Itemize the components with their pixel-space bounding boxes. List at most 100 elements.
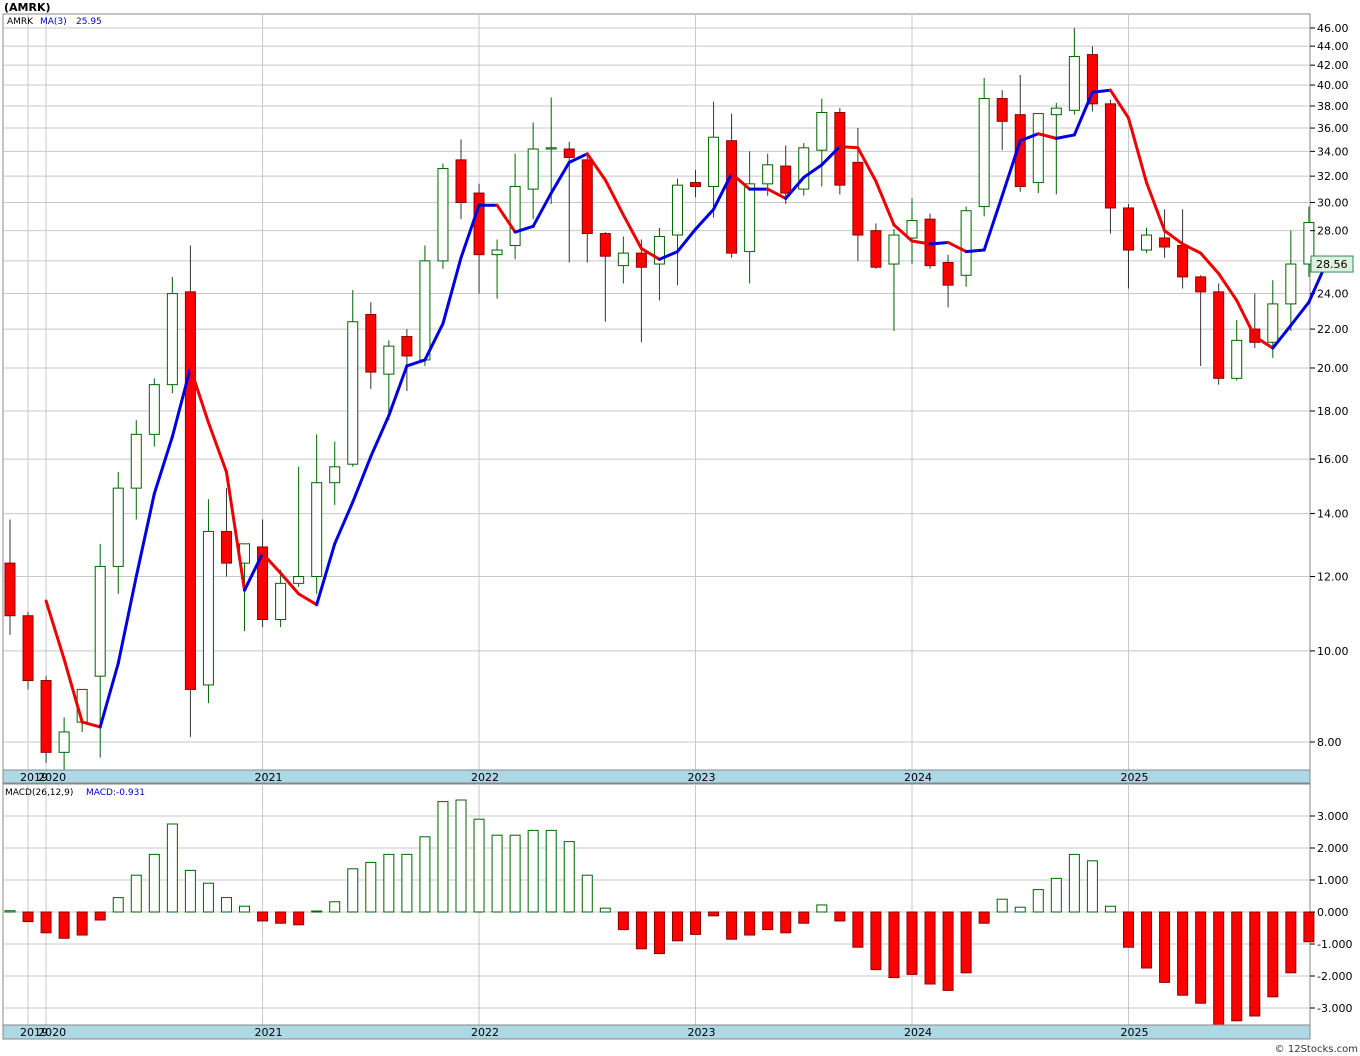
candle-body bbox=[744, 183, 756, 253]
macd-bar bbox=[1086, 860, 1098, 913]
macd-bar bbox=[996, 898, 1008, 913]
ma-segment bbox=[152, 435, 174, 496]
candle-body bbox=[762, 164, 774, 185]
candle-body bbox=[455, 159, 467, 203]
year-label: 2020 bbox=[38, 1026, 66, 1039]
candle-body bbox=[293, 575, 305, 584]
candle-body bbox=[347, 321, 359, 465]
macd-bar bbox=[726, 911, 738, 940]
macd-bar bbox=[437, 801, 449, 913]
macd-bar bbox=[1014, 906, 1026, 913]
macd-bar bbox=[1177, 911, 1189, 996]
candle-body bbox=[202, 530, 214, 686]
ma-segment bbox=[441, 256, 463, 326]
macd-bar bbox=[708, 911, 720, 917]
macd-bar bbox=[491, 834, 503, 913]
year-label: 2021 bbox=[255, 771, 283, 784]
candle-body bbox=[40, 680, 52, 753]
ma-segment bbox=[549, 160, 571, 195]
ma-segment bbox=[170, 366, 192, 439]
macd-bar bbox=[744, 911, 756, 936]
price-tick-label: 18.00 bbox=[1317, 405, 1349, 418]
candle-body bbox=[130, 433, 142, 489]
ma-segment bbox=[964, 248, 986, 254]
macd-bar bbox=[473, 818, 485, 913]
macd-bar bbox=[347, 868, 359, 913]
time-axis-band-top bbox=[2, 769, 1311, 784]
year-label: 2020 bbox=[38, 771, 66, 784]
year-label: 2022 bbox=[471, 1026, 499, 1039]
macd-bar bbox=[365, 861, 377, 913]
macd-bar bbox=[545, 829, 557, 913]
candle-body bbox=[275, 582, 287, 621]
price-tick-label: 32.00 bbox=[1317, 170, 1349, 183]
price-tick-label: 22.00 bbox=[1317, 323, 1349, 336]
candle-body bbox=[473, 192, 485, 256]
price-tick-label: 8.00 bbox=[1317, 736, 1342, 749]
macd-legend-label: MACD(26,12,9) bbox=[5, 788, 73, 798]
macd-bar bbox=[1141, 911, 1153, 969]
price-tick-label: 12.00 bbox=[1317, 570, 1349, 583]
candle-body bbox=[671, 184, 683, 236]
macd-bar bbox=[671, 911, 683, 942]
macd-bar bbox=[419, 836, 431, 913]
candle-body bbox=[184, 291, 196, 690]
macd-bar bbox=[4, 910, 16, 913]
candle-body bbox=[1104, 103, 1116, 209]
price-panel bbox=[2, 13, 1311, 771]
candle-body bbox=[166, 293, 178, 386]
ma-segment bbox=[531, 191, 553, 228]
macd-tick-label: -3.000 bbox=[1317, 1002, 1352, 1015]
ma-segment bbox=[910, 239, 932, 246]
macd-bar bbox=[852, 911, 864, 948]
candle-body bbox=[1014, 114, 1026, 187]
candle-body bbox=[996, 98, 1008, 122]
candle-body bbox=[708, 136, 720, 187]
year-label: 2019 bbox=[20, 771, 48, 784]
macd-bar bbox=[401, 853, 413, 913]
ma-segment bbox=[928, 240, 950, 246]
candle-body bbox=[401, 336, 413, 357]
candle-body bbox=[690, 182, 702, 187]
macd-bar bbox=[1032, 889, 1044, 913]
macd-bar bbox=[112, 897, 124, 913]
macd-tick-label: 0.000 bbox=[1317, 906, 1349, 919]
ma-segment bbox=[1072, 90, 1094, 137]
ma-segment bbox=[369, 414, 391, 459]
ma-segment bbox=[1108, 88, 1130, 120]
ma-segment bbox=[766, 187, 788, 200]
macd-bar bbox=[293, 911, 305, 926]
price-tick-label: 40.00 bbox=[1317, 79, 1349, 92]
year-label: 2023 bbox=[688, 1026, 716, 1039]
ma-segment bbox=[513, 224, 535, 234]
ma-segment bbox=[982, 194, 1004, 252]
ma-segment bbox=[639, 247, 661, 261]
price-tick-label: 46.00 bbox=[1317, 22, 1349, 35]
candle-body bbox=[978, 98, 990, 208]
ma-segment bbox=[856, 146, 878, 183]
year-label: 2022 bbox=[471, 771, 499, 784]
price-tick-label: 28.00 bbox=[1317, 225, 1349, 238]
macd-bar bbox=[1213, 911, 1225, 1026]
ma-segment bbox=[80, 720, 102, 729]
macd-bar bbox=[76, 911, 88, 936]
ma-segment bbox=[44, 599, 66, 661]
candle-body bbox=[1195, 276, 1207, 293]
ma-segment bbox=[874, 179, 896, 227]
legend-ma-label: MA(3) bbox=[40, 17, 67, 27]
candle-body bbox=[527, 148, 539, 190]
price-tick-label: 30.00 bbox=[1317, 196, 1349, 209]
ma-segment bbox=[351, 455, 373, 504]
macd-bar bbox=[870, 911, 882, 971]
candle-body bbox=[942, 261, 954, 286]
price-tick-label: 24.00 bbox=[1317, 288, 1349, 301]
price-tick-label: 44.00 bbox=[1317, 40, 1349, 53]
candle-body bbox=[635, 252, 647, 268]
candle-body bbox=[960, 210, 972, 276]
macd-bar bbox=[581, 874, 593, 913]
year-label: 2023 bbox=[688, 771, 716, 784]
macd-bar bbox=[960, 911, 972, 974]
price-tick-label: 42.00 bbox=[1317, 59, 1349, 72]
candle-body bbox=[1231, 339, 1243, 379]
ma-segment bbox=[712, 172, 734, 211]
